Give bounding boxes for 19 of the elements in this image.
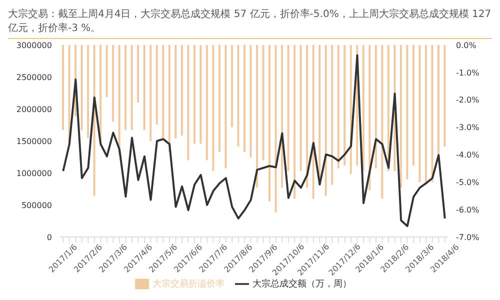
y-tick-label: 2500000 [16,72,52,82]
legend-label: 大宗交易折溢价率 [152,279,224,290]
y-tick-label: 3000000 [16,40,52,50]
y-tick-label: 500000 [21,200,52,210]
y2-tick-label: -1.0% [456,68,480,78]
legend-label: 大宗总成交额（万，周） [252,279,352,290]
chart-title: 大宗交易：截至上周4月4日，大宗交易总成交规模 57 亿元，折价率-5.0%，上上周大宗交易总成交规模 127 亿元，折价率-3 %。 [8,8,492,39]
y2-tick-label: -4.0% [456,150,480,160]
y-tick-label: 1500000 [16,136,52,146]
y2-tick-label: -3.0% [456,123,480,132]
y2-tick-label: -7.0% [456,232,480,242]
y2-tick-label: -2.0% [456,96,480,105]
y2-tick-label: 0.0% [456,40,477,50]
y2-tick-label: -5.0% [456,178,480,187]
y-tick-label: 1000000 [16,168,52,178]
y2-tick-label: -6.0% [456,205,480,214]
line-series [62,54,446,228]
y-tick-label: 0 [46,232,52,242]
y-tick-label: 2000000 [16,104,52,114]
